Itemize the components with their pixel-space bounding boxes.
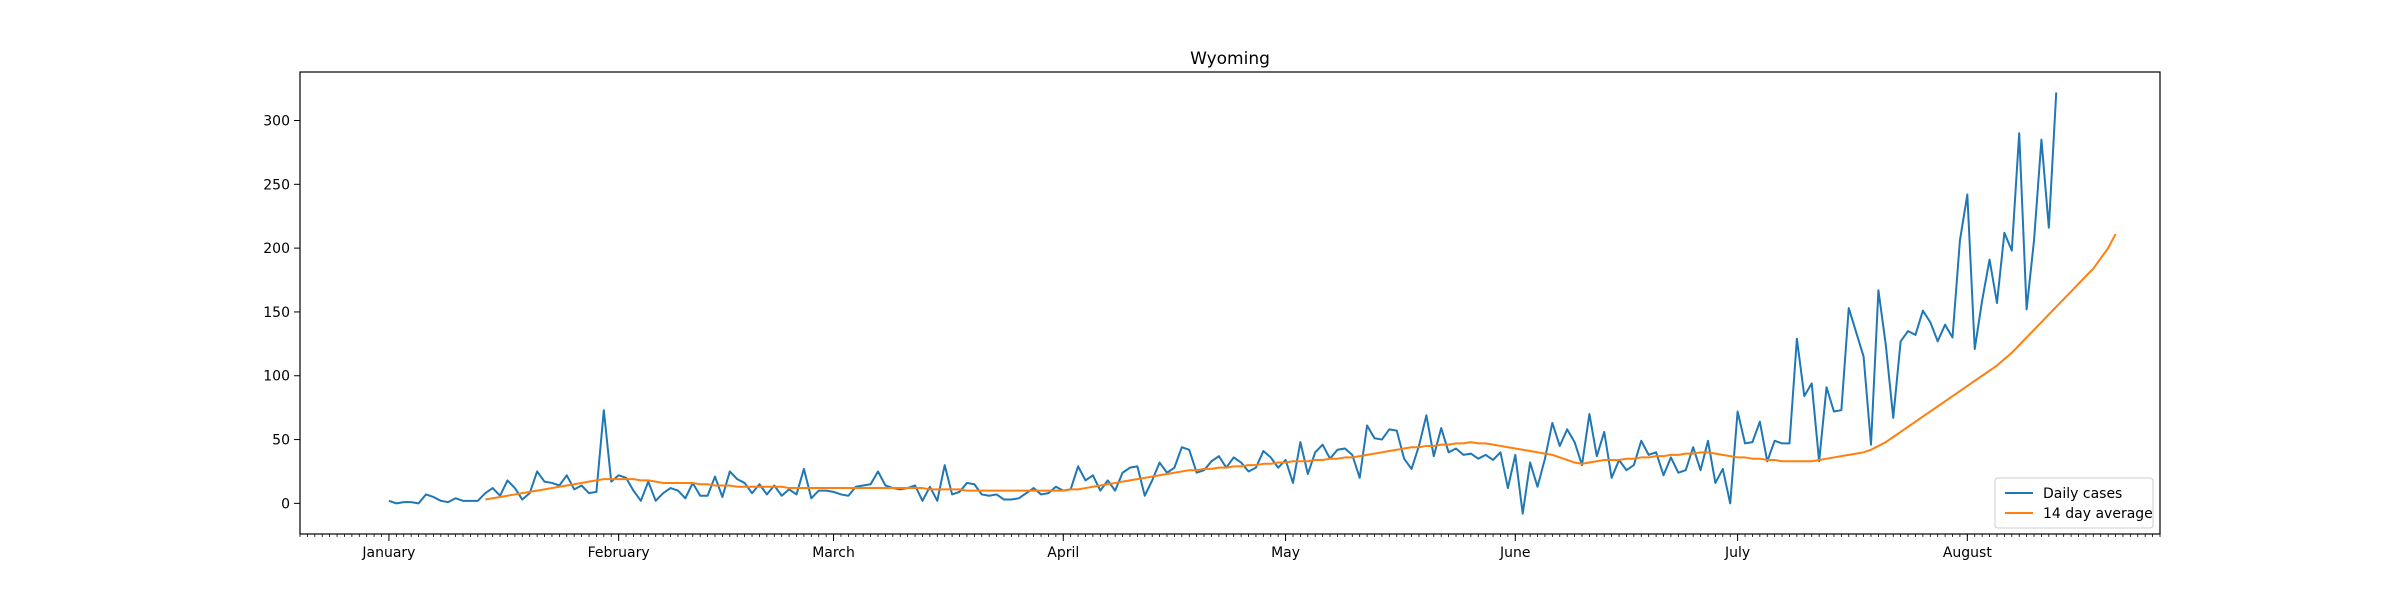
y-tick-label: 250 — [263, 177, 290, 193]
x-tick-label: March — [812, 545, 855, 561]
y-axis: 0 50 100 150 200 250 300 — [263, 113, 300, 512]
series-line-daily-cases — [388, 92, 2058, 515]
series-layer — [388, 92, 2117, 515]
series-line-14-day-average — [485, 233, 2117, 501]
legend-label: 14 day average — [2043, 506, 2153, 522]
x-tick-label: June — [1499, 545, 1531, 561]
x-tick-label: July — [1724, 545, 1750, 561]
legend-label: Daily cases — [2043, 486, 2122, 502]
chart-title: Wyoming — [1190, 49, 1270, 69]
legend: Daily cases 14 day average — [1994, 477, 2154, 529]
x-tick-label: August — [1943, 545, 1993, 561]
legend-box — [1994, 477, 2154, 529]
y-tick-label: 50 — [272, 433, 290, 449]
y-tick-label: 0 — [281, 496, 290, 512]
x-tick-label: May — [1271, 545, 1300, 561]
y-tick-label: 100 — [263, 369, 290, 385]
y-tick-label: 300 — [263, 113, 290, 129]
plot-frame — [299, 71, 2161, 535]
y-tick-label: 150 — [263, 305, 290, 321]
x-tick-label: April — [1047, 545, 1079, 561]
x-tick-label: January — [361, 545, 415, 561]
x-tick-label: February — [588, 545, 650, 561]
y-tick-label: 200 — [263, 241, 290, 257]
